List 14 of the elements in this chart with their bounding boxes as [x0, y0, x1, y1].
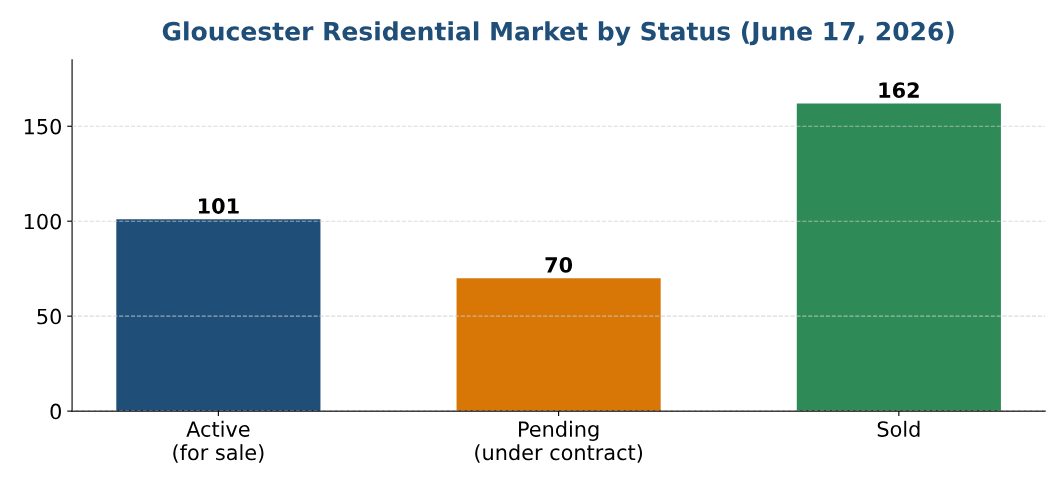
- x-tick-label: Sold: [877, 420, 920, 437]
- x-tick-label: Pending (under contract): [475, 420, 643, 463]
- y-tick-label: 0: [50, 403, 61, 420]
- x-tick-label: Active (for sale): [173, 420, 264, 463]
- bar: [116, 219, 321, 412]
- data-label: 101: [198, 198, 239, 214]
- data-label: 162: [879, 82, 919, 99]
- y-tick-label: 50: [37, 308, 61, 325]
- y-tick-label: 150: [24, 118, 61, 135]
- data-label: 70: [545, 256, 573, 273]
- y-tick-label: 100: [24, 213, 61, 230]
- bar: [796, 103, 1001, 412]
- bar: [456, 278, 661, 412]
- chart-title: Gloucester Residential Market by Status (June 17, 2026): [162, 21, 954, 46]
